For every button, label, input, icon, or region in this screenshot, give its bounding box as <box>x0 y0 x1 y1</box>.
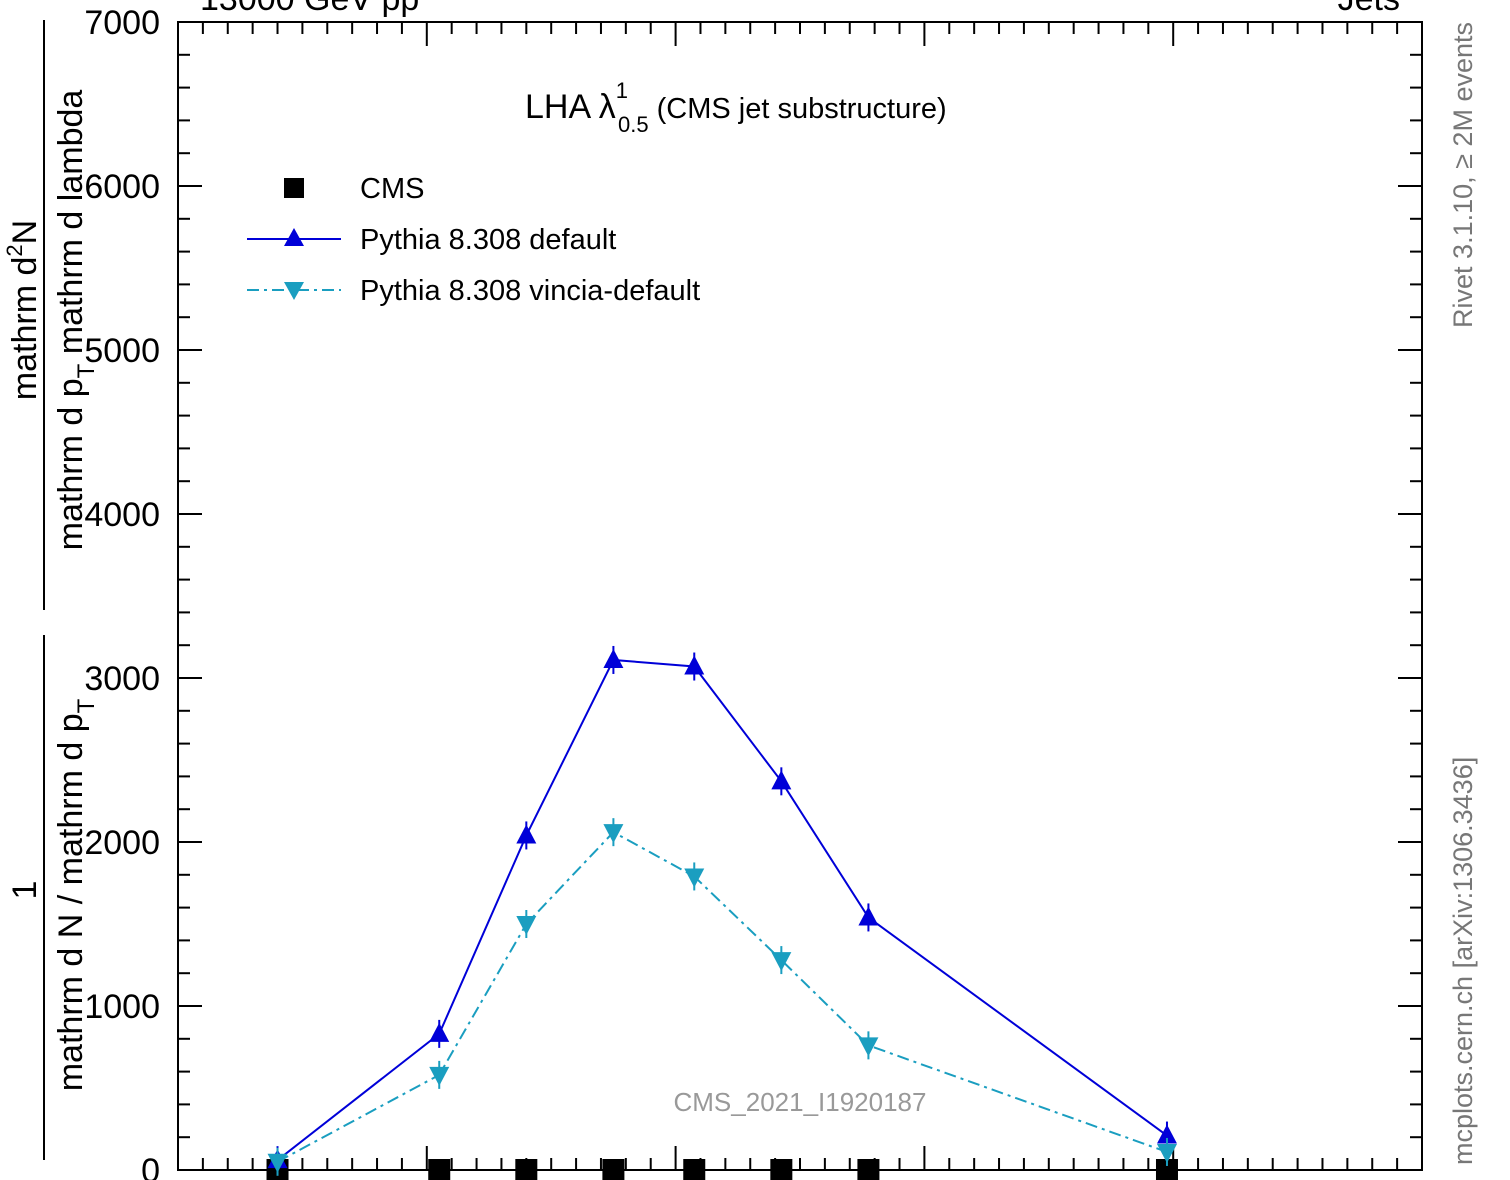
legend-cms-marker <box>284 178 304 198</box>
header-right-text: Jets <box>1338 0 1400 18</box>
y-tick-label: 4000 <box>84 496 160 534</box>
data-point-pythia-vincia <box>771 952 792 972</box>
ylabel-numerator-two: mathrm d2N <box>2 220 44 400</box>
data-point-pythia-vincia <box>267 1153 288 1173</box>
y-tick-label: 7000 <box>84 4 160 42</box>
ylabel-denominator-two-main: mathrm d p <box>52 378 90 550</box>
series-line-pythia-default <box>276 658 1168 1161</box>
data-point-pythia-default <box>516 824 537 844</box>
plot-title: LHA λ1 0.5 (CMS jet substructure) <box>525 78 947 137</box>
analysis-watermark: CMS_2021_I1920187 <box>674 1087 927 1117</box>
data-point-pythia-vincia <box>858 1037 879 1057</box>
ylabel-denominator-two-tail: mathrm d lambda <box>52 90 90 364</box>
plot-title-sup: 1 <box>616 78 628 103</box>
data-point-pythia-default <box>858 906 879 926</box>
data-point-pythia-vincia <box>1156 1143 1177 1163</box>
y-tick-label: 2000 <box>84 824 160 862</box>
plot-title-tail: (CMS jet substructure) <box>649 93 947 125</box>
data-point-pythia-vincia <box>603 824 624 844</box>
ylabel-denominator-one-main: mathrm d N / mathrm d p <box>52 713 90 1091</box>
side-label-mcplots: mcplots.cern.ch [arXiv:1306.3436] <box>1448 757 1478 1165</box>
y-axis-label: 1 mathrm d N / mathrm d pT mathrm d2N ma… <box>2 20 100 1160</box>
y-tick-label: 5000 <box>84 332 160 370</box>
data-point-cms <box>515 1159 538 1180</box>
y-tick-label: 1000 <box>84 988 160 1026</box>
ylabel-numerator-one: 1 <box>6 881 44 900</box>
legend-cms-label: CMS <box>360 173 424 205</box>
y-tick-label: 3000 <box>84 660 160 698</box>
y-tick-label: 6000 <box>84 168 160 206</box>
data-point-pythia-vincia <box>684 868 705 888</box>
legend-vincia-marker <box>284 282 304 300</box>
series-layer <box>266 645 1178 1180</box>
data-point-cms <box>1155 1159 1178 1180</box>
side-label-rivet: Rivet 3.1.10, ≥ 2M events <box>1448 22 1478 328</box>
data-point-cms <box>428 1159 451 1180</box>
data-point-cms <box>770 1159 793 1180</box>
plot-title-main: LHA λ <box>525 88 616 126</box>
data-point-pythia-vincia <box>516 916 537 935</box>
plot-title-sub: 0.5 <box>618 112 649 137</box>
data-point-pythia-default <box>603 648 624 668</box>
ylabel-denominator-one: mathrm d N / mathrm d pT <box>52 698 100 1091</box>
ylabel-numerator-two-tail: N <box>6 220 44 245</box>
data-point-cms <box>857 1159 880 1180</box>
data-point-pythia-vincia <box>429 1066 450 1086</box>
data-point-pythia-default <box>771 770 792 790</box>
ylabel-numerator-two-sup: 2 <box>2 244 27 256</box>
y-tick-label: 0 <box>141 1152 160 1180</box>
data-point-pythia-default <box>429 1022 450 1042</box>
data-point-cms <box>683 1159 706 1180</box>
ylabel-numerator-two-main: mathrm d <box>6 257 44 401</box>
legend-default-marker <box>284 228 304 246</box>
legend-default-label: Pythia 8.308 default <box>360 224 616 256</box>
ylabel-denominator-two: mathrm d pT mathrm d lambda <box>52 90 100 551</box>
series-line-pythia-vincia <box>277 830 1168 1163</box>
ylabel-denominator-one-sub: T <box>73 698 100 713</box>
header-left-text: 13000 GeV pp <box>200 0 419 18</box>
data-point-pythia-default <box>1156 1124 1177 1144</box>
legend: CMS Pythia 8.308 default Pythia 8.308 vi… <box>247 173 700 307</box>
ylabel-denominator-two-sub: T <box>73 363 100 378</box>
data-point-pythia-default <box>684 655 705 675</box>
legend-vincia-label: Pythia 8.308 vincia-default <box>360 275 700 307</box>
axis-ticks <box>177 21 1423 1171</box>
data-point-cms <box>602 1159 625 1180</box>
y-tick-labels: 0 1000 2000 3000 4000 5000 6000 7000 <box>84 4 160 1180</box>
